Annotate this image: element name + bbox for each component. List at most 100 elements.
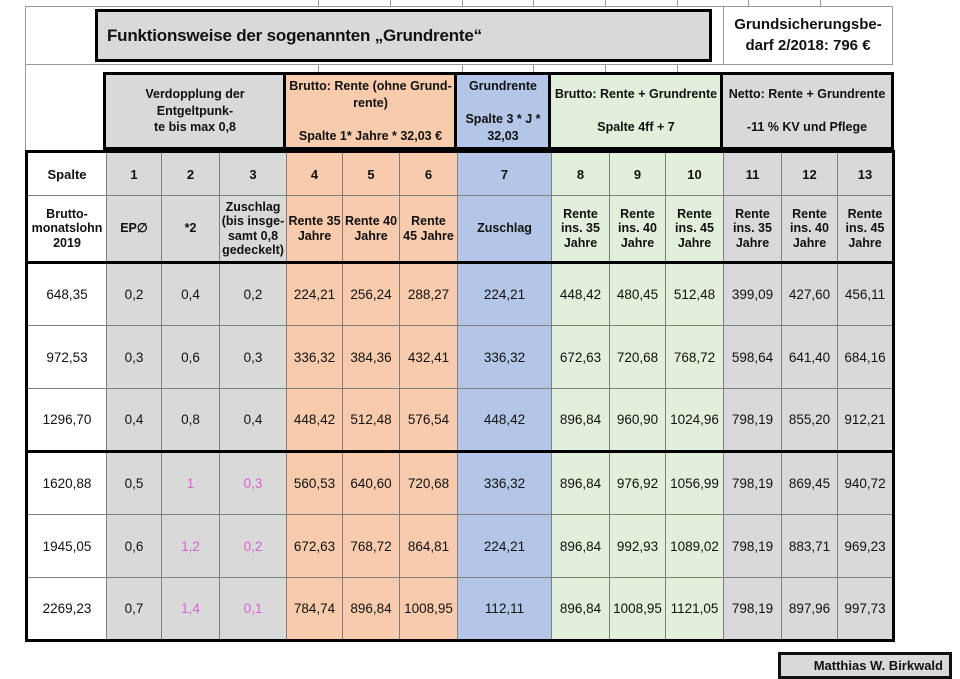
data-cell: 940,72 <box>837 451 894 515</box>
data-cell: 641,40 <box>781 325 838 389</box>
column-header-cell: Rente ins. 35 Jahre <box>551 195 610 264</box>
data-cell: 1,2 <box>161 514 220 578</box>
spalte-number-cell: 7 <box>457 151 552 196</box>
data-cell: 448,42 <box>286 388 343 453</box>
data-cell: 960,90 <box>609 388 666 453</box>
gridline <box>462 64 463 72</box>
data-cell: 0,2 <box>219 514 287 578</box>
data-cell: 896,84 <box>342 577 400 641</box>
data-cell: 560,53 <box>286 451 343 515</box>
data-cell: 896,84 <box>551 577 610 641</box>
main-table-body: Spalte 1 2 3 4 5 6 7 8 9 10 11 12 13 Brutto- monatsloh… <box>26 151 894 641</box>
spalte-number-cell: 12 <box>781 151 838 196</box>
data-cell: 1008,95 <box>399 577 458 641</box>
data-cell: 512,48 <box>342 388 400 453</box>
data-cell: 2269,23 <box>26 577 107 641</box>
group-header-brutto-ohne: Brutto: Rente (ohne Grund- rente) Spalte… <box>283 72 458 150</box>
data-cell: 896,84 <box>551 514 610 578</box>
data-cell: 0,3 <box>106 325 162 389</box>
spalte-number-cell: 3 <box>219 151 287 196</box>
spalte-number-cell: 9 <box>609 151 666 196</box>
data-cell: 672,63 <box>286 514 343 578</box>
data-cell: 1945,05 <box>26 514 107 578</box>
table-row: 648,35 0,2 0,4 0,2 224,21 256,24 288,27 224,21 4… <box>26 262 894 326</box>
gridline <box>533 64 534 72</box>
data-cell: 883,71 <box>781 514 838 578</box>
column-header-cell: EP∅ <box>106 195 162 264</box>
data-cell: 1 <box>161 451 220 515</box>
data-cell: 720,68 <box>399 451 458 515</box>
column-header-cell: Rente ins. 40 Jahre <box>609 195 666 264</box>
credit-box: Matthias W. Birkwald <box>778 652 952 679</box>
data-cell: 399,09 <box>723 262 782 326</box>
data-cell: 997,73 <box>837 577 894 641</box>
column-header-cell: Zuschlag <box>457 195 552 264</box>
spalte-number-cell: 10 <box>665 151 724 196</box>
gridline <box>25 64 893 65</box>
spalte-number-cell: 5 <box>342 151 400 196</box>
data-cell: 224,21 <box>457 262 552 326</box>
spalte-number-cell: 6 <box>399 151 458 196</box>
data-cell: 640,60 <box>342 451 400 515</box>
data-cell: 0,2 <box>219 262 287 326</box>
table-row: Brutto- monatslohn 2019 EP∅ *2 Zuschlag (bi… <box>26 195 894 264</box>
data-cell: 855,20 <box>781 388 838 453</box>
data-cell: 1121,05 <box>665 577 724 641</box>
spalte-number-cell: 2 <box>161 151 220 196</box>
credit-text: Matthias W. Birkwald <box>813 658 943 673</box>
data-cell: 336,32 <box>457 451 552 515</box>
gridline <box>390 0 391 6</box>
gridline <box>25 6 893 7</box>
column-header-cell: Zuschlag (bis insge- samt 0,8 gedeckelt) <box>219 195 287 264</box>
data-cell: 768,72 <box>665 325 724 389</box>
gridline <box>25 6 26 150</box>
data-cell: 336,32 <box>286 325 343 389</box>
data-cell: 0,4 <box>161 262 220 326</box>
spalte-number-cell: 13 <box>837 151 894 196</box>
spalte-number-cell: 8 <box>551 151 610 196</box>
data-cell: 1,4 <box>161 577 220 641</box>
data-cell: 1089,02 <box>665 514 724 578</box>
data-cell: 1056,99 <box>665 451 724 515</box>
grundsicherung-note: Grundsicherungsbe- darf 2/2018: 796 € <box>723 7 893 64</box>
data-cell: 598,64 <box>723 325 782 389</box>
data-cell: 336,32 <box>457 325 552 389</box>
group-header-grundrente: Grundrente Spalte 3 * J * 32,03 <box>454 72 552 150</box>
gridline <box>605 64 606 72</box>
table-row: 1945,05 0,6 1,2 0,2 672,63 768,72 864,81 224,21… <box>26 514 894 578</box>
data-cell: 1008,95 <box>609 577 666 641</box>
table-title: Funktionsweise der sogenannten „Grundren… <box>95 9 712 62</box>
column-header-cell: Rente 40 Jahre <box>342 195 400 264</box>
data-cell: 1620,88 <box>26 451 107 515</box>
data-cell: 720,68 <box>609 325 666 389</box>
column-header-cell: Rente 45 Jahre <box>399 195 458 264</box>
data-cell: 112,11 <box>457 577 552 641</box>
data-cell: 896,84 <box>551 451 610 515</box>
group-header-netto-plus: Netto: Rente + Grundrente -11 % KV und P… <box>720 72 894 150</box>
data-cell: 0,7 <box>106 577 162 641</box>
data-cell: 869,45 <box>781 451 838 515</box>
data-cell: 992,93 <box>609 514 666 578</box>
data-cell: 0,8 <box>161 388 220 453</box>
spalte-number-cell: Spalte <box>26 151 107 196</box>
table-row: Spalte 1 2 3 4 5 6 7 8 9 10 11 12 13 <box>26 151 894 196</box>
data-cell: 0,3 <box>219 451 287 515</box>
data-cell: 256,24 <box>342 262 400 326</box>
column-header-cell: Brutto- monatslohn 2019 <box>26 195 107 264</box>
data-cell: 0,1 <box>219 577 287 641</box>
spalte-number-cell: 4 <box>286 151 343 196</box>
data-cell: 0,5 <box>106 451 162 515</box>
data-cell: 972,53 <box>26 325 107 389</box>
data-cell: 912,21 <box>837 388 894 453</box>
gridline <box>820 0 821 6</box>
data-cell: 288,27 <box>399 262 458 326</box>
data-cell: 969,23 <box>837 514 894 578</box>
main-table: Spalte 1 2 3 4 5 6 7 8 9 10 11 12 13 Brutto- monatsloh… <box>25 150 895 642</box>
data-cell: 448,42 <box>551 262 610 326</box>
spalte-number-cell: 11 <box>723 151 782 196</box>
gridline <box>318 64 319 72</box>
data-cell: 0,4 <box>219 388 287 453</box>
gridline <box>748 0 749 6</box>
column-header-cell: Rente ins. 45 Jahre <box>837 195 894 264</box>
data-cell: 1024,96 <box>665 388 724 453</box>
